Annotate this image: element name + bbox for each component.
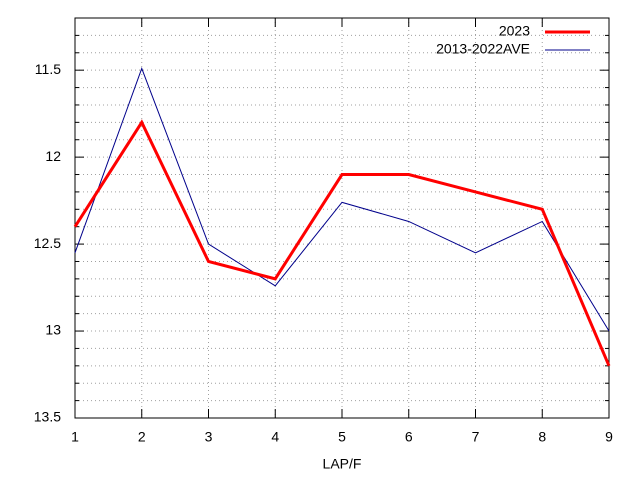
x-tick-label: 5 (338, 429, 346, 445)
y-tick-label: 13.5 (34, 409, 61, 425)
x-tick-label: 9 (605, 429, 613, 445)
plot-border (74, 17, 610, 419)
x-tick-label: 2 (138, 429, 146, 445)
x-tick-label: 6 (405, 429, 413, 445)
x-axis-label: LAP/F (323, 456, 362, 472)
y-tick-label: 12 (45, 148, 61, 164)
series-line (73, 119, 611, 367)
legend-label: 2013-2022AVE (436, 41, 530, 57)
y-tick-label: 13 (45, 322, 61, 338)
x-tick-label: 7 (472, 429, 480, 445)
legend-label: 2023 (499, 23, 530, 39)
y-tick-label: 11.5 (35, 61, 61, 77)
x-tick-label: 4 (271, 429, 279, 445)
x-tick-label: 3 (205, 429, 213, 445)
x-tick-label: 8 (538, 429, 546, 445)
x-tick-label: 1 (71, 429, 79, 445)
y-tick-label: 12.5 (34, 235, 61, 251)
series-line (74, 66, 610, 332)
